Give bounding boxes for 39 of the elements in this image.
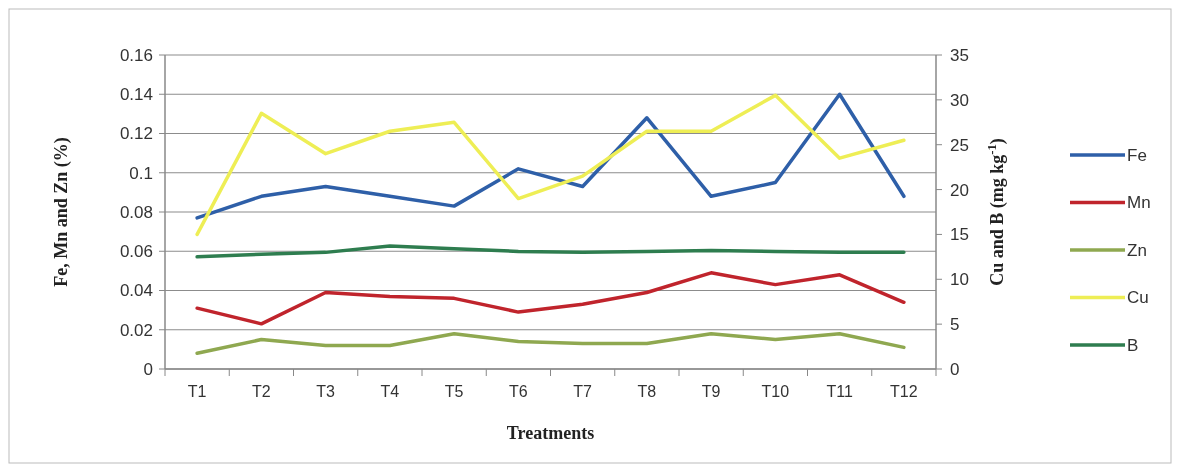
y2-tick-label: 35	[950, 45, 969, 65]
line-series	[195, 271, 906, 326]
legend-label: Zn	[1127, 240, 1147, 260]
legend-label: Mn	[1127, 193, 1151, 213]
y2-tick-label: 30	[950, 90, 969, 110]
x-tick-label: T10	[761, 383, 790, 400]
y2-tick-label: 5	[950, 315, 960, 335]
x-tick-label: T3	[316, 383, 336, 400]
y-tick-label: 0	[143, 359, 153, 379]
y2-tick-label: 25	[950, 135, 969, 155]
y2-tick-label: 15	[950, 225, 969, 245]
line-series	[195, 244, 906, 259]
x-tick-label: T4	[380, 383, 400, 400]
line-series	[195, 331, 906, 356]
x-tick-label: T2	[252, 383, 271, 400]
x-tick-label: T8	[637, 383, 657, 400]
x-tick-label: T7	[573, 383, 593, 400]
y-tick-label: 0.04	[119, 281, 153, 301]
y2-tick-label: 10	[950, 270, 969, 290]
x-tick-label: T1	[187, 383, 207, 400]
y2-tick-label: 20	[950, 180, 969, 200]
y-tick-label: 0.14	[119, 85, 153, 105]
y-tick-label: 0.08	[119, 202, 153, 222]
x-tick-label: T12	[890, 383, 918, 400]
y-tick-label: 0.16	[119, 45, 153, 65]
x-tick-label: T5	[444, 383, 464, 400]
legend-label: Fe	[1127, 145, 1147, 165]
y-tick-label: 0.1	[129, 163, 153, 183]
x-tick-label: T6	[509, 383, 528, 400]
y-tick-label: 0.06	[119, 242, 153, 262]
y-axis-title: Fe, Mn and Zn (%)	[51, 137, 72, 287]
x-axis-title: Treatments	[506, 423, 595, 443]
x-tick-label: T11	[826, 383, 853, 400]
y2-tick-label: 0	[950, 359, 960, 379]
y-tick-label: 0.12	[119, 124, 153, 144]
x-tick-label: T9	[701, 383, 721, 400]
legend-label: B	[1127, 335, 1139, 355]
legend-label: Cu	[1127, 288, 1149, 308]
y-tick-label: 0.02	[119, 320, 153, 340]
